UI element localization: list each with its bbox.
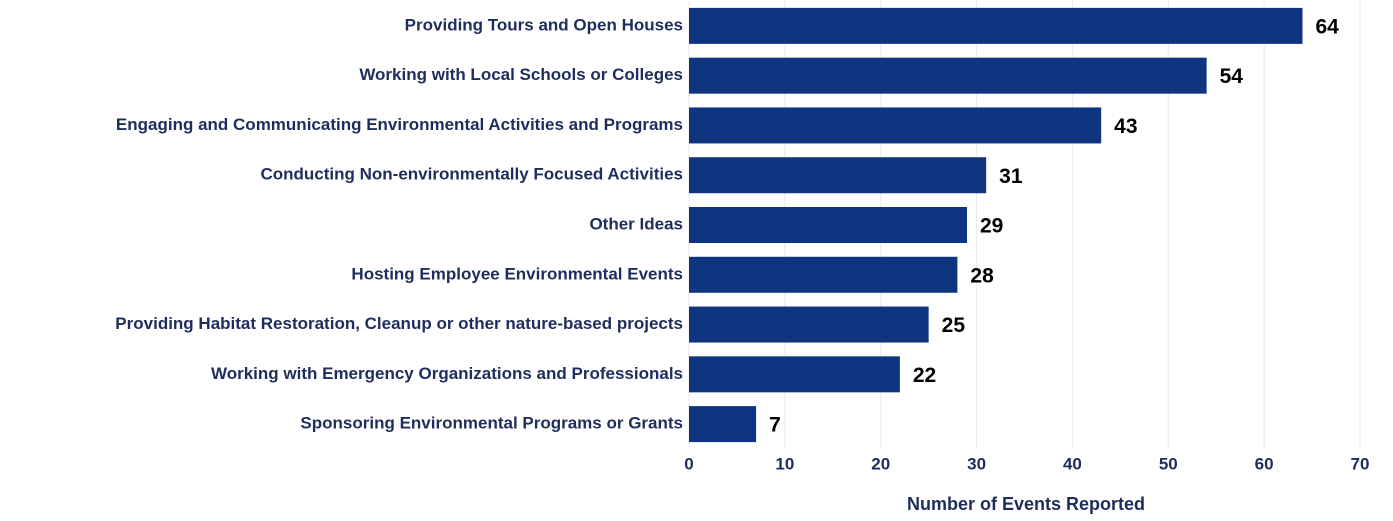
x-axis-label: Number of Events Reported bbox=[907, 494, 1145, 514]
y-tick-label: Working with Emergency Organizations and… bbox=[211, 364, 683, 383]
y-tick-label: Working with Local Schools or Colleges bbox=[359, 65, 683, 84]
y-tick-label: Engaging and Communicating Environmental… bbox=[116, 115, 683, 134]
value-label: 43 bbox=[1114, 115, 1137, 138]
value-label: 28 bbox=[970, 264, 994, 287]
bar bbox=[689, 306, 929, 343]
bar bbox=[689, 107, 1102, 144]
x-tick-label: 40 bbox=[1063, 454, 1082, 473]
bar bbox=[689, 256, 958, 293]
value-label: 25 bbox=[942, 314, 966, 337]
bar bbox=[689, 57, 1207, 94]
x-tick-label: 70 bbox=[1351, 454, 1370, 473]
y-tick-label: Providing Habitat Restoration, Cleanup o… bbox=[115, 314, 683, 333]
bar bbox=[689, 207, 967, 243]
bar bbox=[689, 7, 1303, 44]
value-label: 22 bbox=[913, 364, 936, 387]
y-tick-label: Conducting Non-environmentally Focused A… bbox=[260, 165, 683, 184]
y-tick-label: Sponsoring Environmental Programs or Gra… bbox=[300, 414, 683, 433]
x-tick-label: 50 bbox=[1159, 454, 1178, 473]
x-tick-label: 60 bbox=[1255, 454, 1274, 473]
value-label: 64 bbox=[1315, 15, 1339, 38]
y-tick-label: Hosting Employee Environmental Events bbox=[351, 264, 683, 283]
y-tick-label: Providing Tours and Open Houses bbox=[405, 15, 683, 34]
x-tick-label: 20 bbox=[871, 454, 890, 473]
bar bbox=[689, 406, 757, 443]
x-tick-label: 10 bbox=[775, 454, 794, 473]
value-label: 31 bbox=[999, 165, 1023, 188]
y-tick-label: Other Ideas bbox=[589, 214, 683, 233]
value-label: 54 bbox=[1220, 65, 1244, 88]
x-tick-label: 0 bbox=[684, 454, 693, 473]
x-tick-label: 30 bbox=[967, 454, 986, 473]
value-label: 7 bbox=[769, 414, 781, 437]
bar bbox=[689, 157, 987, 194]
bar bbox=[689, 356, 900, 393]
value-label: 29 bbox=[980, 215, 1003, 238]
